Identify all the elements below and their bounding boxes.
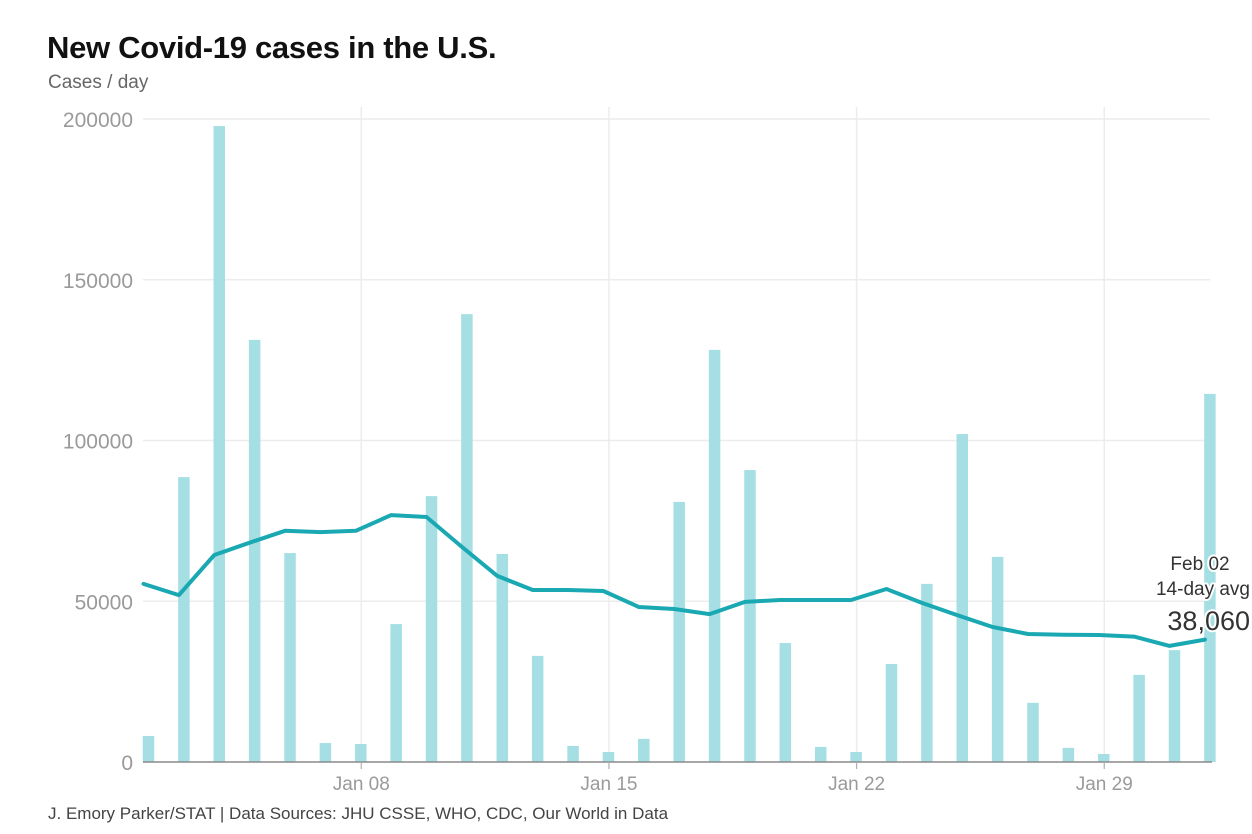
avg-line [141,513,1207,648]
y-tick-label: 150000 [63,270,133,293]
bar [673,501,685,762]
bar [956,434,968,762]
bar [248,339,261,762]
bar [496,553,509,762]
bar [461,314,473,762]
bar [991,556,1004,762]
bar [1133,674,1145,762]
x-tick-label: Jan 22 [828,774,885,795]
annotation-date: Feb 02 [1170,554,1229,575]
y-axis-labels: 0 50000 100000 150000 200000 [63,109,133,775]
bar [638,738,650,762]
bar [708,349,721,762]
bar [142,735,155,762]
bar [1027,702,1039,762]
annotation-label: 14-day avg [1156,579,1250,600]
bar [390,624,402,762]
bar-series [142,126,1216,762]
bar [850,752,862,762]
bar [425,496,438,762]
bar [1168,650,1181,762]
chart-subtitle: Cases / day [48,72,149,93]
y-tick-label: 200000 [63,109,133,132]
bar [319,743,332,762]
y-tick-label: 100000 [63,431,133,454]
bar [921,583,933,762]
x-axis-ticks [360,762,1105,769]
bar [1098,753,1110,762]
y-tick-label: 0 [121,752,133,775]
x-tick-label: Jan 29 [1076,774,1133,795]
bar [814,746,827,762]
bar [213,126,226,762]
annotation-value: 38,060 [1167,606,1250,636]
latest-annotation: Feb 02 14-day avg 38,060 [1154,552,1252,638]
bar [284,553,296,762]
bar [567,745,579,762]
bar [355,743,367,762]
x-axis-labels: Jan 08 Jan 15 Jan 22 Jan 29 [333,774,1133,795]
chart-title: New Covid-19 cases in the U.S. [47,30,497,65]
x-tick-label: Jan 08 [333,774,390,795]
bar [1204,393,1216,762]
bar [779,643,792,762]
bar [602,752,615,762]
bar [885,663,898,762]
bar [1062,747,1075,762]
x-gridlines [360,107,1106,762]
bar [178,477,190,762]
y-tick-label: 50000 [75,591,133,614]
x-tick-label: Jan 15 [580,774,637,795]
bar [531,655,544,762]
bar [744,470,756,762]
source-credit: J. Emory Parker/STAT | Data Sources: JHU… [48,804,669,823]
